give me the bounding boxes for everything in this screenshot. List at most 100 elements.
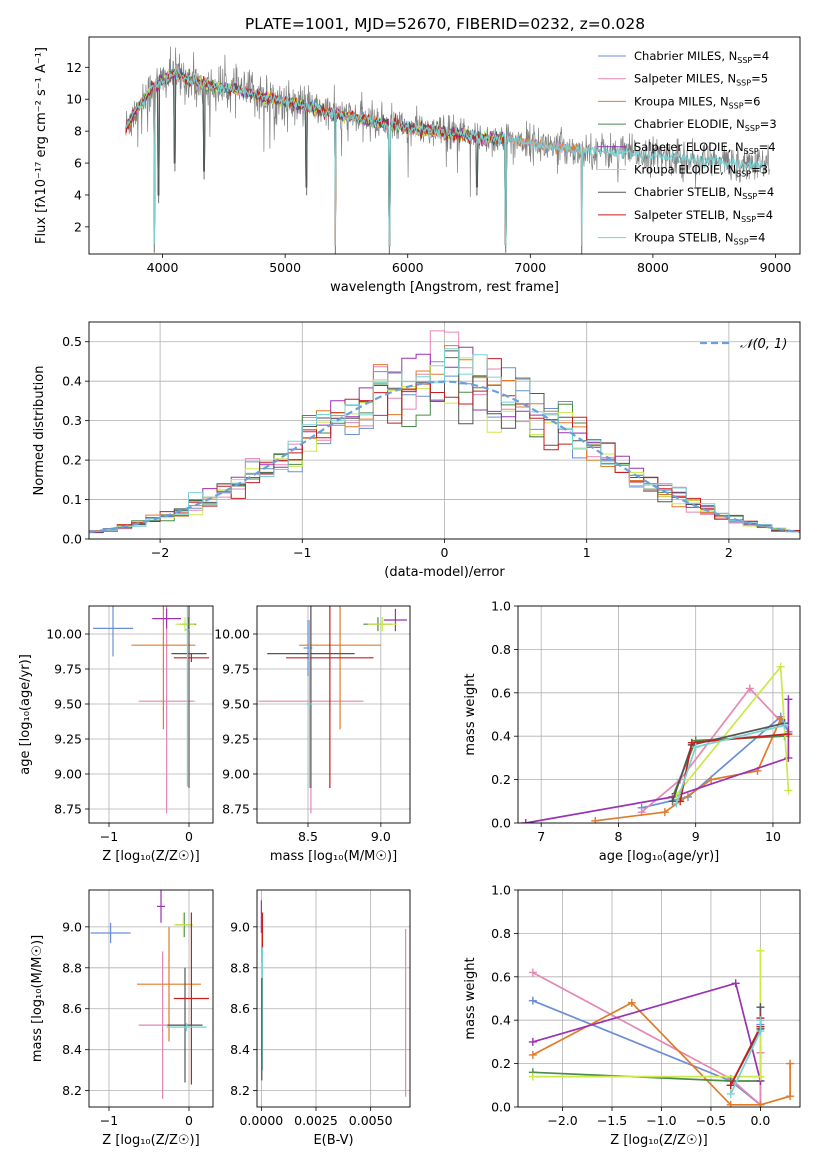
x-tick-label: 4000 [147, 260, 179, 275]
series-point [786, 1059, 795, 1068]
series-salpeter-elodie [521, 695, 793, 823]
y-tick-label: 9.25 [222, 732, 250, 747]
weight-vs-age-frame [517, 605, 801, 824]
x-tick-label: 9.0 [371, 829, 391, 844]
series-point [784, 786, 793, 795]
legend-label-suffix: =5 [751, 72, 768, 86]
x-tick-label: 1 [583, 545, 591, 560]
legend-label-text: Salpeter ELODIE, N [634, 140, 744, 154]
y-tick-label: 0.0 [62, 532, 82, 547]
x-tick-label: −1 [100, 829, 118, 844]
spectrum-data-line [125, 46, 770, 254]
errorbar-salpeter-elodie [152, 608, 181, 629]
weight-vs-Z-axes: −2.0 −1.5 −1.0 −0.5 0.0 0.0 0.2 0.4 0.6 0.8 1.0 Z [… [463, 883, 800, 1148]
errorbar-kroupa-elodie [173, 912, 193, 938]
series-point [756, 946, 765, 955]
series-point [756, 1016, 765, 1025]
errorbar-kroupa-miles [137, 926, 201, 1042]
errorbar-kroupa-stelib [166, 1023, 207, 1032]
y-tick-label: 9.50 [54, 697, 82, 712]
legend-label-sub: SSP [736, 79, 751, 88]
legend-label-suffix: =3 [751, 163, 768, 177]
series-point [591, 816, 600, 823]
legend-label-suffix: =4 [757, 185, 774, 199]
y-tick-label: 9.75 [222, 662, 250, 677]
legend-label-sub: SSP [737, 56, 752, 65]
errorbar-kroupa-miles [299, 606, 381, 730]
y-tick-label: 0.2 [491, 772, 511, 787]
legend-label-suffix: =6 [744, 94, 761, 108]
x-tick-label: 8 [614, 829, 622, 844]
age-vs-mass-errorbars [258, 606, 408, 814]
legend-label-chabrier-elodie: Chabrier ELODIE, NSSP=3 [634, 117, 777, 133]
errorbar-chabrier-miles [93, 606, 133, 657]
y-tick-label: 8.2 [62, 1083, 82, 1098]
series-point [756, 1027, 765, 1036]
x-tick-label: 10 [765, 829, 781, 844]
x-axis-label: age [log₁₀(age/yr)] [599, 849, 720, 864]
errorbar-chabrier-stelib [171, 606, 207, 788]
x-axis-label: wavelength [Angstrom, rest frame] [330, 280, 559, 295]
series-point [528, 968, 537, 977]
series-line [532, 982, 762, 1082]
spectrum-lines [125, 46, 770, 254]
legend-label-kroupa-elodie: Kroupa ELODIE, NSSP=3 [634, 163, 768, 179]
series-point [627, 998, 636, 1007]
x-tick-label: 0 [441, 545, 449, 560]
y-tick-label: 8.2 [230, 1083, 250, 1098]
y-tick-label: 10 [66, 92, 82, 107]
y-tick-label: 0.4 [62, 374, 82, 389]
y-tick-label: 8.4 [230, 1042, 250, 1057]
series-point [672, 799, 681, 808]
legend-label-sub: SSP [736, 170, 751, 179]
series-kroupa-miles [591, 714, 785, 823]
y-tick-label: 12 [66, 60, 82, 75]
y-tick-label: 9.50 [222, 697, 250, 712]
y-tick-label: 0.4 [491, 1013, 511, 1028]
legend-label-suffix: =4 [749, 231, 766, 245]
weight-vs-Z-frame [517, 889, 801, 1108]
errorbar-chabrier-miles [90, 922, 131, 944]
series-point [756, 1072, 765, 1081]
series-point [528, 1050, 537, 1059]
y-tick-label: 8.8 [62, 960, 82, 975]
x-axis-label: Z [log₁₀(Z/Z☉)] [610, 1133, 707, 1148]
series-point [784, 730, 793, 739]
x-tick-label: 0.0025 [294, 1113, 338, 1128]
residuals-axes: −2 −1 0 1 2 0.0 0.1 0.2 0.3 0.4 0.5 (data-model)/er… [32, 322, 800, 580]
series-chabrier-miles [528, 996, 765, 1107]
errorbar-salpeter-stelib [286, 606, 374, 788]
age-vs-mass-frame [256, 605, 411, 824]
legend-label-text: Chabrier STELIB, N [634, 185, 742, 199]
series-point [756, 1003, 765, 1012]
series-salpeter-stelib [676, 730, 793, 806]
x-axis-label: Z [log₁₀(Z/Z☉)] [102, 849, 199, 864]
x-tick-label: 8000 [637, 260, 669, 275]
y-tick-label: 0.8 [491, 926, 511, 941]
errorbar-kroupa-elodie [175, 617, 195, 632]
x-tick-label: 7000 [514, 260, 546, 275]
series-point [528, 1072, 537, 1081]
errorbar-kroupa-stelib [306, 620, 313, 788]
y-tick-label: 0.4 [491, 729, 511, 744]
series-line [641, 687, 786, 813]
legend-label-sub: SSP [741, 215, 756, 224]
errorbar-salpeter-stelib [173, 912, 209, 1085]
y-tick-label: 6 [74, 156, 82, 171]
x-axis-label: (data-model)/error [384, 565, 505, 580]
y-tick-label: 0.5 [62, 334, 82, 349]
y-axis-label: Flux [fλ10⁻¹⁷ erg cm⁻² s⁻¹ A⁻¹] [34, 47, 49, 244]
errorbar-kroupa-elodie [367, 617, 397, 632]
errorbar-salpeter-elodie [383, 608, 408, 632]
y-tick-label: 4 [74, 187, 82, 202]
mass-vs-EBV-axes: 0.0000 0.0025 0.0050 8.2 8.4 8.6 8.8 9.0 E(B-V) [230, 890, 410, 1148]
mass-vs-Z-errorbars [90, 890, 209, 1099]
residuals-legend: 𝒩(0, 1) [700, 337, 787, 352]
x-tick-label: −1 [293, 545, 311, 560]
x-axis-label: E(B-V) [313, 1133, 353, 1148]
legend-label-sub: SSP [744, 147, 759, 156]
legend-label-text: Kroupa MILES, N [634, 94, 729, 108]
legend-label-sub: SSP [734, 238, 749, 247]
x-tick-label: −1 [100, 1113, 118, 1128]
x-tick-label: 6000 [392, 260, 424, 275]
